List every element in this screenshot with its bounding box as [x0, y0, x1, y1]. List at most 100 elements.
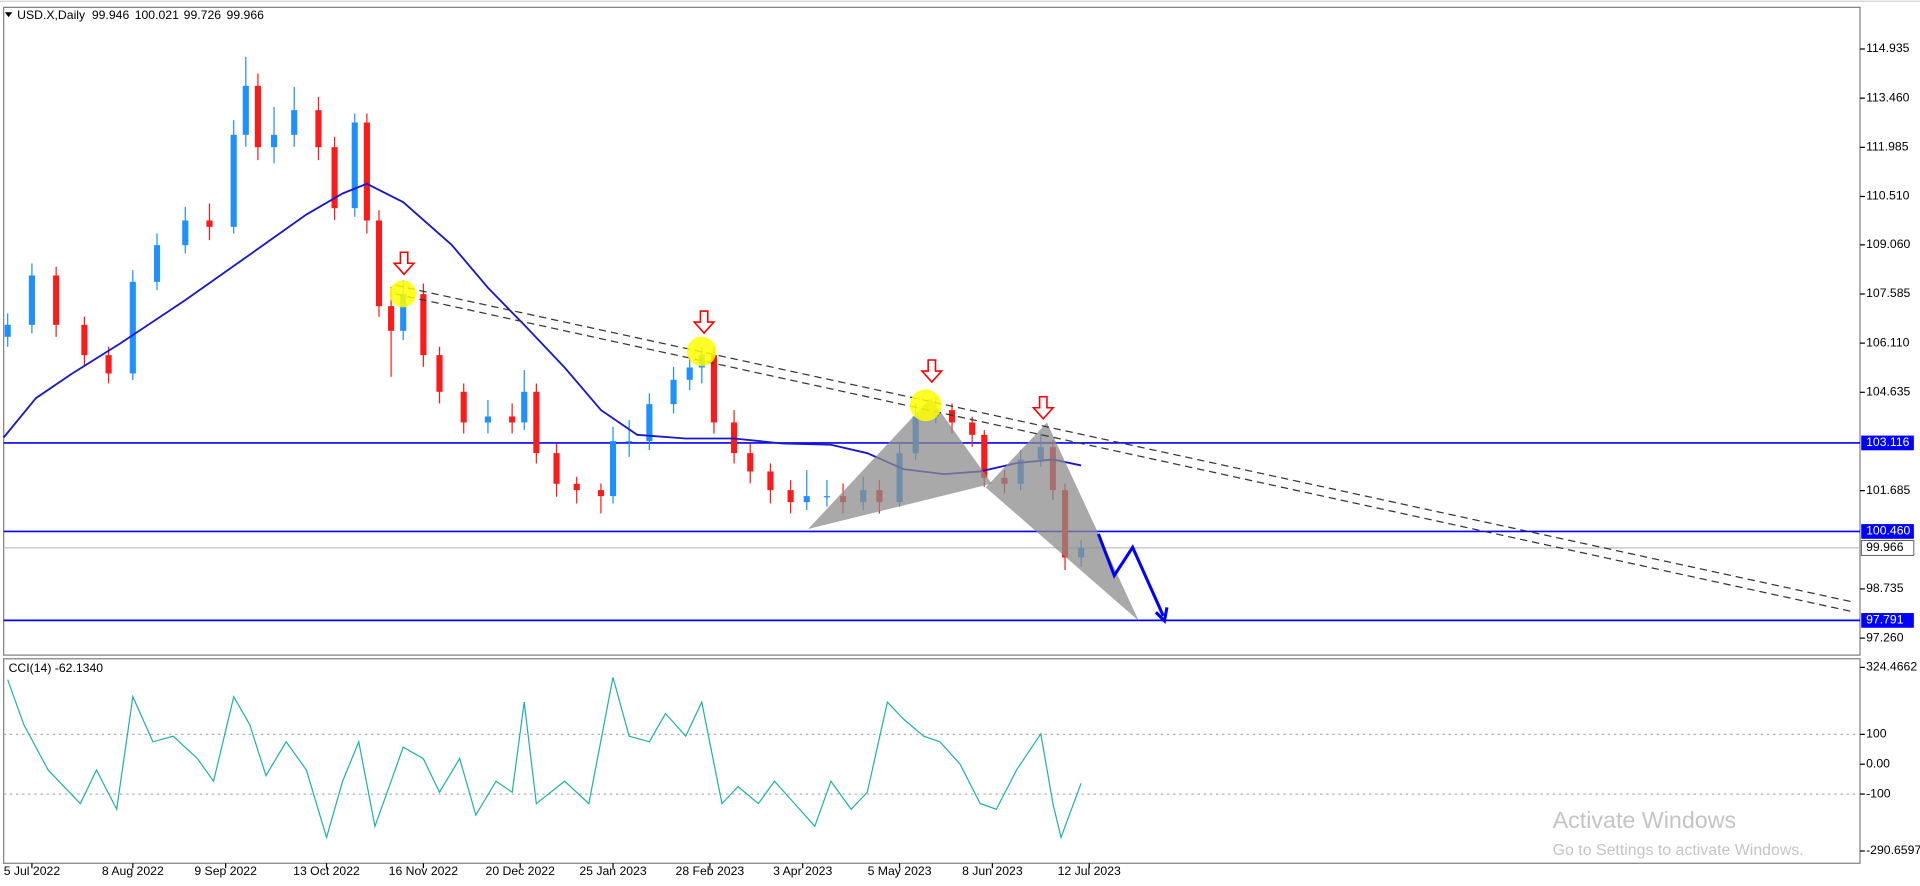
down-arrow: [392, 251, 416, 276]
candle-body: [375, 220, 383, 307]
candle-body: [670, 379, 677, 405]
candle-body: [787, 490, 794, 503]
y-tick-label: 104.635: [1866, 385, 1910, 399]
candle-body: [270, 134, 278, 148]
candle-body: [105, 355, 112, 374]
highlight-circle: [686, 336, 717, 367]
candle-body: [315, 110, 322, 148]
y-tick-label: 107.585: [1866, 286, 1910, 300]
projection-path: [1096, 533, 1165, 617]
candle-body: [460, 391, 467, 423]
price-level-tag: [1861, 613, 1914, 628]
candle-body: [533, 391, 540, 454]
y-tick-label: 113.460: [1866, 90, 1910, 104]
x-tick-label: 9 Sep 2022: [194, 864, 257, 878]
candle-body: [436, 355, 443, 392]
x-tick-label: 20 Dec 2022: [486, 864, 556, 878]
harmonic-pattern-right: [985, 422, 1139, 621]
x-tick-label: 12 Jul 2023: [1058, 864, 1121, 878]
y-tick-label: 114.935: [1866, 41, 1910, 55]
candle-body: [626, 441, 633, 443]
collapse-icon: [4, 12, 13, 18]
candle-body: [686, 367, 693, 380]
x-tick-label: 5 Jul 2022: [4, 864, 61, 878]
candle-body: [242, 85, 249, 135]
indicator-label: CCI(14) -62.1340: [9, 661, 104, 675]
candle-body: [521, 391, 528, 423]
x-tick-label: 8 Aug 2022: [102, 864, 164, 878]
candle-body: [206, 220, 213, 227]
y-tick-label: 109.060: [1866, 237, 1910, 251]
drawings: [389, 251, 1856, 624]
candle-body: [573, 483, 580, 491]
price-level-label: 100.460: [1866, 524, 1910, 538]
candle-body: [609, 441, 617, 497]
candle-body: [981, 434, 988, 478]
x-tick-label: 8 Jun 2023: [962, 864, 1023, 878]
candle-body: [646, 404, 653, 442]
candle-body: [363, 122, 370, 221]
candle-body: [597, 490, 604, 497]
candle-body: [81, 324, 88, 356]
x-tick-label: 25 Jan 2023: [579, 864, 647, 878]
cci-y-tick-label: -100: [1866, 786, 1891, 800]
arrows: [392, 251, 1055, 420]
candle-body: [803, 496, 810, 503]
harmonic-pattern-left: [808, 397, 992, 529]
down-arrow: [1031, 395, 1055, 420]
ohlc-low: 99.726: [184, 8, 222, 22]
candle-body: [823, 496, 830, 498]
candle-body: [153, 245, 161, 282]
candle-body: [420, 294, 427, 356]
candle-body: [28, 275, 35, 325]
trendline-lower: [395, 293, 1856, 613]
candle-body: [509, 416, 516, 423]
y-tick-label: 101.685: [1866, 483, 1910, 497]
price-level-tag: [1861, 435, 1914, 451]
ohlc-open: 99.946: [92, 8, 130, 22]
candle-body: [254, 85, 261, 148]
candle-body: [388, 306, 395, 331]
price-panel-frame: [3, 6, 1861, 656]
projection-arrowhead: [1154, 607, 1169, 624]
candle-body: [351, 122, 358, 209]
watermark-subtitle: Go to Settings to activate Windows.: [1553, 842, 1804, 859]
y-tick-label: 97.260: [1866, 630, 1904, 644]
cci-line: [7, 677, 1082, 840]
price-level-tag: [1860, 540, 1915, 556]
cci-y-tick-label: 100: [1866, 727, 1887, 741]
price-level-tag: [1861, 524, 1914, 539]
x-tick-label: 3 Apr 2023: [773, 864, 832, 878]
candle-body: [747, 453, 754, 472]
x-tick-label: 5 May 2023: [868, 864, 932, 878]
candle-body: [4, 324, 11, 337]
price-level-label: 99.966: [1866, 540, 1904, 554]
symbol-label: USD.X,Daily: [17, 8, 86, 22]
cci-panel-frame: [3, 658, 1861, 864]
candle-body: [484, 416, 491, 423]
x-tick-label: 16 Nov 2022: [389, 864, 459, 878]
candle-body: [230, 134, 237, 227]
cci-y-tick-label: 324.4662: [1866, 660, 1917, 674]
price-level-label: 103.116: [1866, 435, 1910, 449]
candle-body: [53, 275, 60, 325]
candle-body: [182, 220, 189, 246]
y-tick-label: 98.735: [1866, 581, 1904, 595]
watermark-title: Activate Windows: [1553, 807, 1736, 833]
candle-body: [129, 281, 136, 374]
candle-body: [553, 453, 560, 484]
x-tick-label: 28 Feb 2023: [676, 864, 745, 878]
ohlc-close: 99.966: [227, 8, 265, 22]
trendline-upper: [395, 284, 1856, 604]
candle-body: [331, 147, 338, 209]
candle-body: [710, 355, 717, 423]
highlight-circle: [389, 280, 417, 308]
candle-body: [767, 471, 774, 491]
y-tick-label: 110.510: [1866, 189, 1910, 203]
candle-body: [969, 422, 976, 435]
y-tick-label: 106.110: [1866, 335, 1910, 349]
highlight-circle: [909, 389, 942, 422]
